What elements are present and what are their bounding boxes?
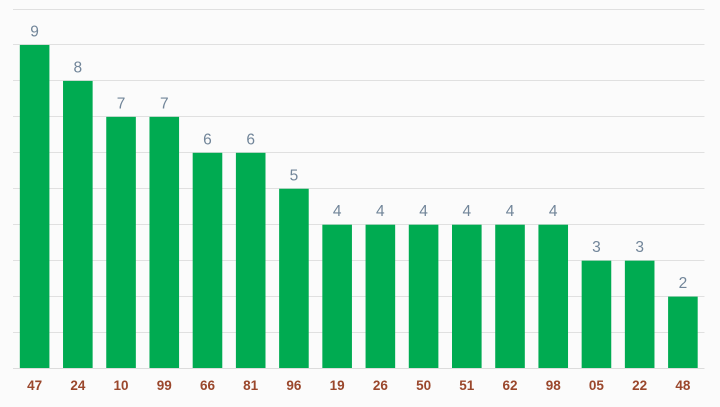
svg-text:47: 47	[27, 378, 42, 393]
svg-text:51: 51	[459, 378, 475, 393]
svg-text:4: 4	[506, 203, 515, 220]
svg-text:6: 6	[246, 131, 255, 148]
svg-text:96: 96	[286, 378, 302, 393]
svg-text:48: 48	[675, 378, 691, 393]
svg-text:62: 62	[503, 378, 518, 393]
svg-text:3: 3	[635, 239, 644, 256]
svg-text:8: 8	[74, 59, 83, 76]
svg-text:3: 3	[592, 239, 601, 256]
svg-text:98: 98	[546, 378, 562, 393]
svg-text:4: 4	[333, 203, 342, 220]
svg-text:22: 22	[632, 378, 647, 393]
svg-text:6: 6	[203, 131, 212, 148]
svg-text:9: 9	[30, 23, 39, 40]
svg-text:99: 99	[157, 378, 172, 393]
svg-text:19: 19	[330, 378, 345, 393]
svg-text:4: 4	[462, 203, 471, 220]
svg-text:2: 2	[679, 275, 688, 292]
svg-text:7: 7	[117, 95, 126, 112]
svg-text:05: 05	[589, 378, 605, 393]
svg-text:4: 4	[376, 203, 385, 220]
svg-text:50: 50	[416, 378, 431, 393]
svg-text:10: 10	[114, 378, 129, 393]
svg-text:4: 4	[419, 203, 428, 220]
svg-text:5: 5	[290, 167, 299, 184]
svg-text:24: 24	[70, 378, 86, 393]
svg-text:26: 26	[373, 378, 389, 393]
svg-text:4: 4	[549, 203, 558, 220]
svg-text:66: 66	[200, 378, 216, 393]
svg-text:7: 7	[160, 95, 169, 112]
svg-text:81: 81	[243, 378, 259, 393]
